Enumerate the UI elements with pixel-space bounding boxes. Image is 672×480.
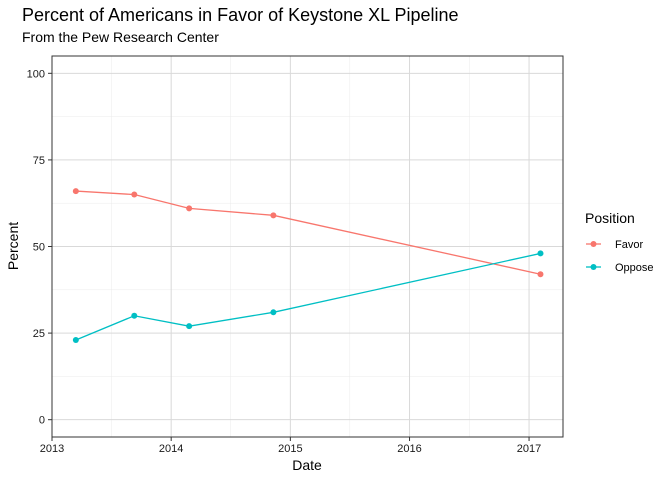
chart-subtitle: From the Pew Research Center bbox=[22, 29, 219, 45]
axes: 2013 2014 2015 2016 2017 0 25 50 75 100 bbox=[27, 68, 542, 455]
favor-legend-marker bbox=[590, 241, 597, 247]
oppose-series-line bbox=[75, 252, 541, 341]
oppose-legend-label: Oppose bbox=[615, 262, 654, 274]
x-tick-label: 2015 bbox=[278, 443, 302, 455]
legend-title: Position bbox=[585, 210, 635, 226]
favor-data-point bbox=[270, 212, 277, 219]
favor-legend-label: Favor bbox=[615, 239, 643, 251]
x-tick-label: 2016 bbox=[397, 443, 421, 455]
oppose-data-point bbox=[131, 312, 138, 319]
favor-data-point bbox=[72, 188, 79, 195]
x-axis-title: Date bbox=[292, 457, 322, 473]
oppose-data-point bbox=[270, 309, 277, 316]
favor-series-line bbox=[75, 190, 541, 275]
chart-title: Percent of Americans in Favor of Keyston… bbox=[22, 5, 459, 25]
y-tick-label: 100 bbox=[27, 68, 45, 80]
favor-data-point bbox=[131, 191, 138, 198]
oppose-data-point bbox=[537, 250, 544, 257]
y-tick-label: 0 bbox=[39, 415, 45, 427]
favor-data-point bbox=[186, 205, 193, 212]
oppose-data-point bbox=[186, 323, 193, 330]
x-tick-label: 2017 bbox=[517, 443, 541, 455]
series-layer bbox=[72, 188, 544, 344]
oppose-data-point bbox=[72, 337, 79, 344]
grid bbox=[51, 56, 563, 437]
oppose-legend-marker bbox=[590, 264, 597, 270]
y-tick-label: 75 bbox=[33, 155, 45, 167]
x-tick-label: 2013 bbox=[40, 443, 64, 455]
favor-data-point bbox=[537, 271, 544, 278]
y-tick-label: 50 bbox=[33, 242, 45, 254]
y-axis-title: Percent bbox=[5, 222, 21, 270]
x-tick-label: 2014 bbox=[159, 443, 183, 455]
y-tick-label: 25 bbox=[33, 328, 45, 340]
legend: Position Favor Oppose bbox=[585, 210, 654, 274]
